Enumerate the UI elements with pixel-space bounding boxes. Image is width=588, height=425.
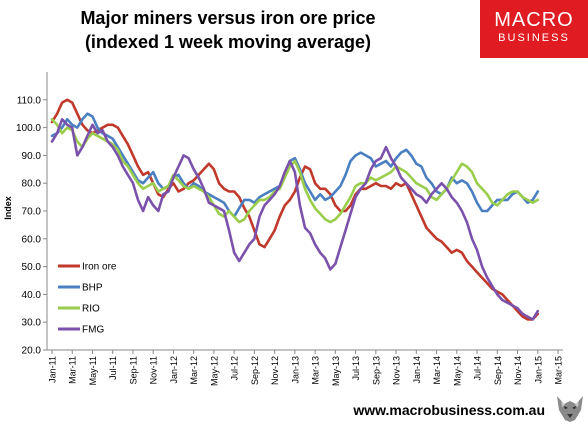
x-tick-label: Jul-13: [351, 356, 361, 381]
x-tick-label: Mar-13: [311, 356, 321, 385]
series-line-iron-ore: [50, 98, 540, 321]
x-tick-label: Nov-11: [149, 356, 159, 384]
logo-line2: BUSINESS: [498, 32, 570, 44]
x-tick-label: Sep-12: [250, 356, 260, 385]
series-line-bhp: [50, 112, 540, 218]
legend-label: FMG: [82, 325, 104, 336]
x-tick-label: Mar-14: [432, 356, 442, 385]
y-tick-label: 70.0: [22, 207, 42, 218]
x-tick-label: Jan-12: [169, 356, 179, 384]
wolf-logo-icon: [553, 390, 587, 424]
x-tick-label: May-12: [209, 356, 219, 386]
y-axis-label: Index: [3, 196, 13, 220]
x-tick-label: Jul-11: [108, 356, 118, 380]
y-tick-label: 20.0: [22, 346, 42, 357]
legend-label: Iron ore: [82, 262, 117, 273]
x-tick-label: Sep-13: [371, 356, 381, 385]
x-tick-label: May-11: [88, 356, 98, 385]
chart-title-line2: (indexed 1 week moving average): [84, 32, 372, 52]
x-tick-label: Jul-14: [473, 356, 483, 381]
legend: Iron ore BHP RIO FMG: [58, 262, 117, 336]
x-tick-label: Mar-12: [189, 356, 199, 385]
series-line-rio: [50, 118, 540, 224]
y-tick-label: 80.0: [22, 179, 42, 190]
y-tick-label: 40.0: [22, 290, 42, 301]
x-tick-label: Jan-14: [412, 356, 422, 384]
legend-label: BHP: [82, 283, 103, 294]
x-tick-label: Nov-14: [513, 356, 523, 385]
x-tick-label: Jan-11: [48, 356, 58, 383]
x-tick-label: Mar-11: [68, 356, 78, 384]
y-tick-label: 100.0: [16, 123, 41, 134]
macrobusiness-logo: MACRO BUSINESS: [480, 0, 588, 58]
series-lines: [50, 98, 540, 321]
logo-line1: MACRO: [494, 9, 574, 31]
x-tick-label: Mar-15: [554, 356, 564, 385]
chart-title: Major miners versus iron ore price (inde…: [18, 6, 438, 54]
chart-title-line1: Major miners versus iron ore price: [80, 8, 376, 28]
series-line-fmg: [50, 118, 540, 321]
y-tick-label: 110.0: [17, 95, 42, 106]
y-tick-label: 30.0: [22, 318, 42, 329]
x-tick-label: Sep-14: [493, 356, 503, 385]
y-tick-label: 90.0: [22, 151, 42, 162]
x-tick-label: Jan-15: [533, 356, 543, 384]
legend-label: RIO: [82, 304, 100, 315]
x-tick-label: Jul-12: [230, 356, 240, 381]
x-tick-labels: Jan-11 Mar-11 May-11 Jul-11 Sep-11 Nov-11 Jan-…: [48, 356, 564, 386]
website-url: www.macrobusiness.com.au: [353, 402, 545, 418]
y-tick-label: 60.0: [22, 234, 42, 245]
x-tick-label: May-14: [452, 356, 462, 386]
x-tick-label: May-13: [331, 356, 341, 386]
x-tick-label: Nov-13: [392, 356, 402, 385]
x-tick-label: Jan-13: [290, 356, 300, 384]
y-tick-label: 50.0: [22, 262, 42, 273]
y-tick-labels: 20.0 30.0 40.0 50.0 60.0 70.0 80.0 90.0 100.0 110…: [16, 95, 41, 356]
chart-axes: [43, 72, 563, 354]
x-tick-label: Sep-11: [128, 356, 138, 384]
x-tick-label: Nov-12: [270, 356, 280, 385]
